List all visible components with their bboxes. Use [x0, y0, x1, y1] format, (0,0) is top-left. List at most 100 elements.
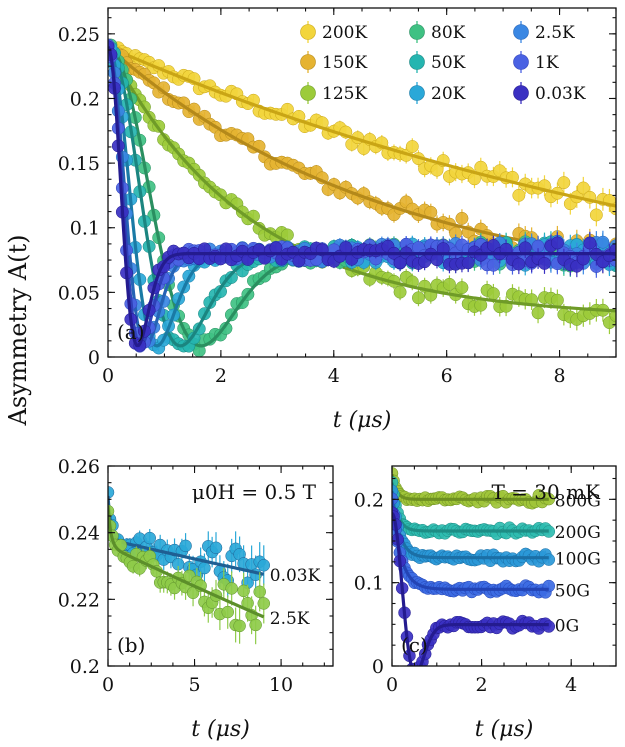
- data-point: [253, 585, 266, 599]
- x-tick-label: 4: [328, 365, 340, 387]
- x-tick-label: 4: [565, 674, 577, 696]
- x-tick-label: 2: [215, 365, 227, 387]
- data-point: [442, 277, 456, 291]
- legend-label: 20K: [431, 84, 466, 104]
- legend: 200K 150K 125K 80K 50K 20K 2.5K 1K 0.03K: [300, 21, 586, 104]
- fit-line-200G: [392, 482, 550, 533]
- curve-label-100G: 100G: [555, 550, 601, 570]
- x-tick-label: 5: [188, 674, 200, 696]
- data-point: [237, 584, 250, 598]
- legend-label: 2.5K: [535, 23, 575, 43]
- data-point: [512, 257, 526, 271]
- curve-label-200G: 200G: [555, 523, 601, 543]
- y-tick-label: 0: [88, 347, 100, 369]
- legend-item-80K: 80K: [409, 21, 466, 43]
- panel-b: 0 5 10 0.2 0.22 0.24 0.26 t (μs) (b) μ0H = 0.5 T 0…: [58, 456, 334, 742]
- curve-label-50G: 50G: [555, 581, 590, 601]
- x-axis-label-b: t (μs): [191, 717, 250, 742]
- legend-item-150K: 150K: [300, 51, 367, 73]
- panel-tag-c: (c): [401, 633, 428, 657]
- data-point: [224, 271, 238, 284]
- data-point: [430, 253, 444, 267]
- data-point: [550, 293, 564, 307]
- data-point: [257, 559, 271, 572]
- x-tick-label: 0: [386, 674, 398, 696]
- fit-line-0.03K: [108, 46, 616, 348]
- y-tick-label: 0.2: [70, 656, 100, 678]
- x-tick-label: 2: [476, 674, 488, 696]
- curve-label-0.03K: 0.03K: [270, 566, 321, 586]
- data-point: [550, 236, 564, 250]
- fit-line-0.03K: [108, 495, 265, 576]
- legend-label: 150K: [322, 53, 367, 73]
- legend-marker: [513, 54, 529, 70]
- legend-item-200K: 200K: [300, 21, 367, 43]
- data-point: [455, 281, 469, 295]
- legend-marker: [409, 24, 425, 40]
- y-tick-label: 0.2: [354, 489, 384, 511]
- x-tick-label: 0: [102, 365, 114, 387]
- y-tick-label: 0.1: [354, 573, 384, 595]
- legend-item-20K: 20K: [409, 82, 466, 104]
- data-point: [225, 582, 238, 595]
- data-point: [531, 306, 545, 320]
- data-point: [143, 531, 156, 545]
- plot-area-a: [108, 38, 616, 357]
- legend-label: 1K: [535, 53, 559, 73]
- legend-label: 80K: [431, 23, 466, 43]
- fit-line-200K: [108, 45, 616, 208]
- series-c-800G: [392, 467, 556, 510]
- legend-label: 125K: [322, 84, 367, 104]
- series-c-0G: [392, 506, 556, 681]
- data-point: [339, 241, 353, 255]
- legend-item-2.5K: 2.5K: [513, 21, 575, 43]
- plot-area-c: [392, 467, 556, 681]
- series-a-0.03K: [108, 40, 616, 352]
- data-point: [411, 668, 423, 680]
- legend-item-1K: 1K: [513, 51, 559, 73]
- annotation-c: T = 30 mK: [491, 480, 601, 504]
- legend-item-0.03K: 0.03K: [513, 82, 586, 104]
- y-tick-label: 0.24: [58, 523, 100, 545]
- legend-marker: [513, 24, 529, 40]
- data-point: [257, 597, 271, 610]
- series-b-2.5K: [108, 504, 271, 645]
- legend-label: 50K: [431, 53, 466, 73]
- data-point: [512, 188, 526, 202]
- y-tick-label: 0.1: [70, 218, 100, 240]
- x-axis-label-a: t (μs): [333, 408, 392, 433]
- plot-area-b: [108, 486, 271, 645]
- y-tick-label: 0: [372, 656, 384, 678]
- data-point: [583, 236, 597, 250]
- x-tick-label: 8: [554, 365, 566, 387]
- legend-item-50K: 50K: [409, 51, 466, 73]
- curve-label-800G: 800G: [555, 491, 601, 511]
- panel-tag-a: (a): [117, 320, 145, 344]
- y-tick-label: 0.05: [58, 282, 100, 304]
- x-tick-label: 10: [269, 674, 293, 696]
- data-point: [542, 553, 556, 566]
- fit-line-0G: [392, 512, 550, 666]
- data-point: [542, 620, 556, 633]
- data-point: [409, 669, 421, 681]
- curve-label-0G: 0G: [555, 617, 579, 637]
- data-point: [221, 605, 234, 619]
- data-point: [486, 287, 500, 301]
- legend-marker: [409, 54, 425, 70]
- fit-line-2.5K: [108, 505, 265, 619]
- x-axis-label-c: t (μs): [475, 717, 534, 742]
- data-point: [461, 256, 475, 270]
- data-point: [209, 541, 223, 555]
- data-point: [596, 235, 610, 249]
- fit-line-100G: [392, 490, 550, 560]
- legend-label: 200K: [322, 23, 367, 43]
- data-point: [179, 539, 192, 553]
- panel-tag-b: (b): [117, 633, 145, 657]
- data-point: [538, 256, 551, 270]
- data-point: [557, 176, 571, 190]
- legend-marker: [300, 24, 316, 40]
- fit-line-50G: [392, 499, 550, 591]
- series-c-50G: [392, 492, 556, 599]
